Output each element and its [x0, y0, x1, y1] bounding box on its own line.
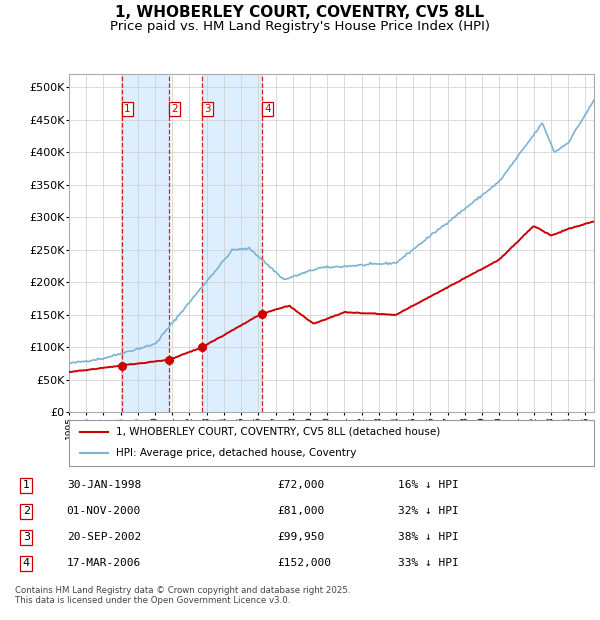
Text: £152,000: £152,000: [277, 559, 331, 569]
Text: 3: 3: [204, 104, 211, 113]
Text: 30-JAN-1998: 30-JAN-1998: [67, 480, 141, 490]
Text: 4: 4: [23, 559, 30, 569]
Text: 2: 2: [23, 507, 30, 516]
Text: 33% ↓ HPI: 33% ↓ HPI: [398, 559, 458, 569]
Text: 2: 2: [172, 104, 178, 113]
Text: 17-MAR-2006: 17-MAR-2006: [67, 559, 141, 569]
Text: 38% ↓ HPI: 38% ↓ HPI: [398, 533, 458, 542]
Text: £99,950: £99,950: [277, 533, 324, 542]
Text: Price paid vs. HM Land Registry's House Price Index (HPI): Price paid vs. HM Land Registry's House …: [110, 20, 490, 33]
Text: £72,000: £72,000: [277, 480, 324, 490]
Text: 1, WHOBERLEY COURT, COVENTRY, CV5 8LL: 1, WHOBERLEY COURT, COVENTRY, CV5 8LL: [115, 5, 485, 20]
Text: 16% ↓ HPI: 16% ↓ HPI: [398, 480, 458, 490]
Text: 01-NOV-2000: 01-NOV-2000: [67, 507, 141, 516]
Text: 20-SEP-2002: 20-SEP-2002: [67, 533, 141, 542]
Text: 32% ↓ HPI: 32% ↓ HPI: [398, 507, 458, 516]
FancyBboxPatch shape: [69, 420, 594, 466]
Text: 1, WHOBERLEY COURT, COVENTRY, CV5 8LL (detached house): 1, WHOBERLEY COURT, COVENTRY, CV5 8LL (d…: [116, 427, 440, 437]
Text: HPI: Average price, detached house, Coventry: HPI: Average price, detached house, Cove…: [116, 448, 356, 458]
Text: 1: 1: [124, 104, 131, 113]
Text: 4: 4: [264, 104, 271, 113]
Text: Contains HM Land Registry data © Crown copyright and database right 2025.
This d: Contains HM Land Registry data © Crown c…: [15, 586, 350, 605]
Bar: [122, 74, 169, 412]
Text: 3: 3: [23, 533, 30, 542]
Text: £81,000: £81,000: [277, 507, 324, 516]
Text: 1: 1: [23, 480, 30, 490]
Bar: [202, 74, 262, 412]
